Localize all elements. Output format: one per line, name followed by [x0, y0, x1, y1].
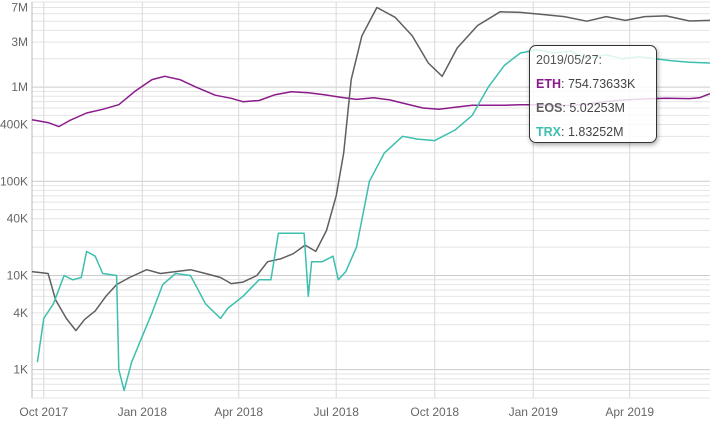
grid-lines	[32, 1, 710, 399]
tooltip-separator: :	[562, 101, 570, 115]
tooltip-row-eth: ETH: 754.73633K	[536, 76, 656, 100]
tooltip-separator: :	[561, 77, 568, 91]
tooltip-value-trx: 1.83252M	[567, 125, 624, 139]
y-tick-label: 40K	[7, 212, 28, 226]
y-tick-label: 4K	[13, 306, 28, 320]
x-tick-label: Jan 2018	[118, 405, 168, 419]
y-tick-label: 100K	[0, 174, 28, 188]
y-tick-label: 1K	[13, 363, 28, 377]
x-tick-label: Jul 2018	[314, 405, 360, 419]
tooltip-row-eos: EOS: 5.02253M	[536, 100, 656, 124]
x-tick-label: Oct 2018	[410, 405, 459, 419]
tooltip-row-trx: TRX: 1.83252M	[536, 124, 656, 148]
series-line-eos	[31, 6, 710, 332]
y-tick-label: 400K	[0, 118, 28, 132]
y-tick-label: 1M	[11, 80, 28, 94]
x-tick-label: Oct 2017	[19, 405, 68, 419]
tooltip-value-eth: 754.73633K	[567, 77, 636, 91]
tooltip-series-name-trx: TRX	[536, 125, 561, 139]
x-tick-label: Apr 2018	[214, 405, 263, 419]
tooltip-date: 2019/05/27:	[536, 53, 603, 67]
hover-tooltip: 2019/05/27: ETH: 754.73633K EOS: 5.02253…	[529, 45, 657, 143]
tooltip-series-name-eth: ETH	[536, 77, 561, 91]
x-tick-label: Apr 2019	[605, 405, 654, 419]
x-tick-label: Jan 2019	[509, 405, 559, 419]
y-tick-label: 7M	[11, 0, 28, 14]
y-tick-label: 3M	[11, 35, 28, 49]
tooltip-series-name-eos: EOS	[536, 101, 563, 115]
tooltip-value-eos: 5.02253M	[569, 101, 625, 115]
tooltip-separator: :	[561, 125, 568, 139]
y-tick-label: 10K	[7, 268, 28, 282]
